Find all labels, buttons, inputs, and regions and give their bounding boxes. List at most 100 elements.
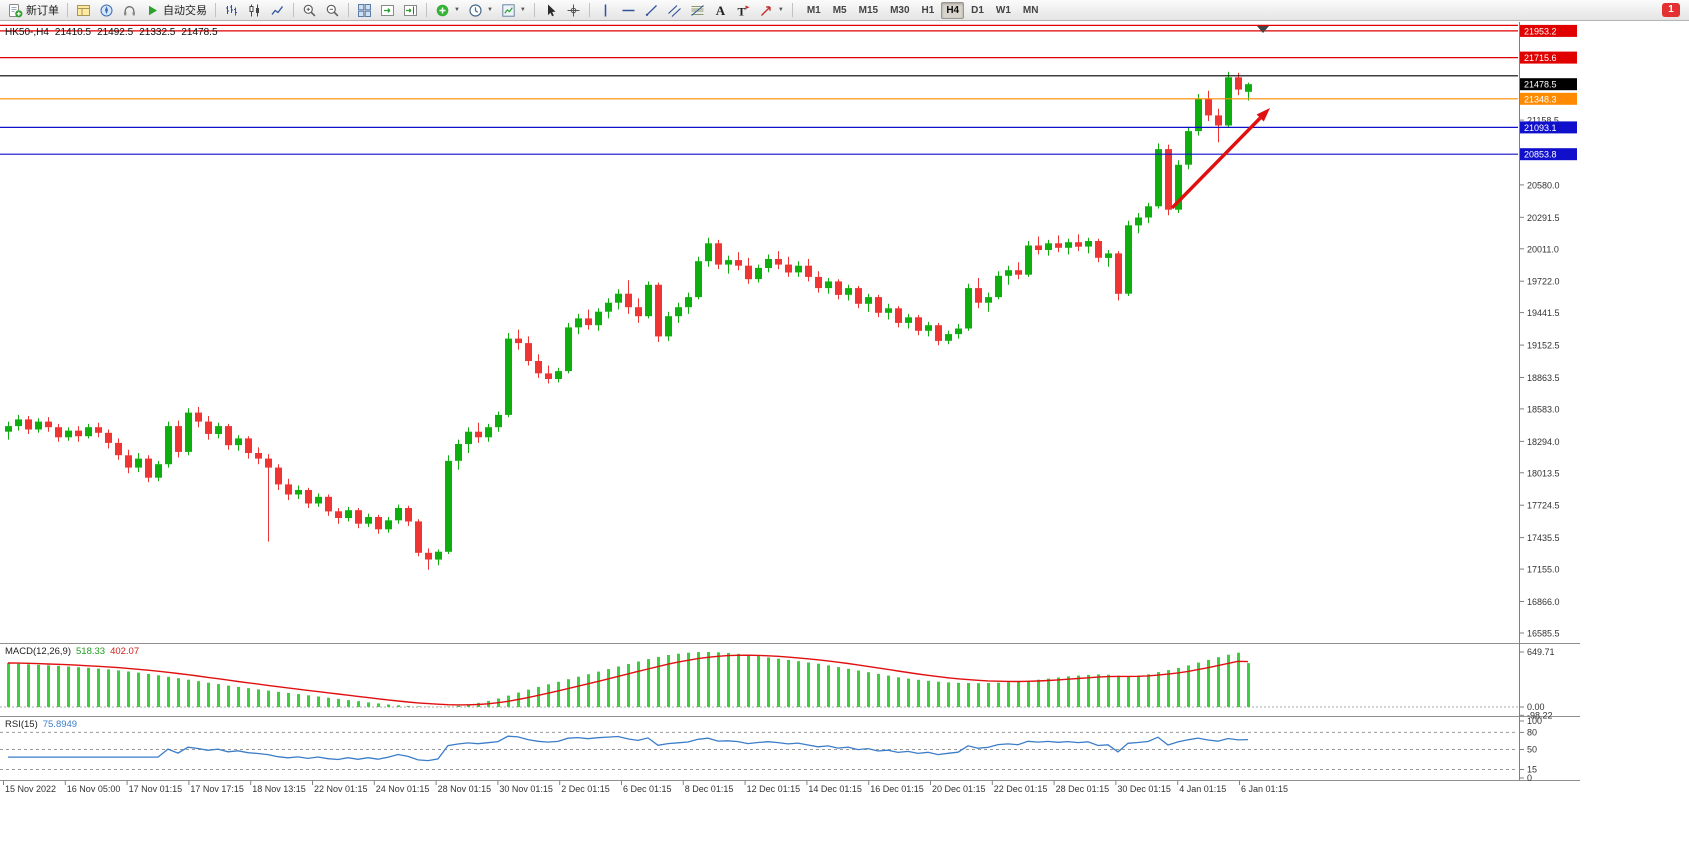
toolbar-separator [348, 3, 349, 17]
market-watch-button[interactable] [72, 0, 95, 20]
channel-button[interactable] [663, 0, 686, 20]
timeframe-H1[interactable]: H1 [921, 4, 935, 16]
notification-badge[interactable]: 1 [1662, 3, 1680, 17]
fibonacci-icon [690, 3, 705, 18]
dropdown-caret-icon: ▼ [454, 7, 460, 13]
trendline-button[interactable] [640, 0, 663, 20]
arrow-icon [759, 3, 774, 18]
timeframe-M5[interactable]: M5 [832, 4, 847, 16]
new-order-button[interactable]: 新订单 [4, 0, 63, 20]
price-tick-label: 19441.5 [1527, 308, 1560, 318]
tile-windows-button[interactable] [353, 0, 376, 20]
rsi-tick-label: 0 [1527, 773, 1532, 783]
fibonacci-button[interactable] [686, 0, 709, 20]
clock-icon [468, 3, 483, 18]
time-tick-label: 17 Nov 17:15 [190, 784, 244, 794]
chat-button[interactable] [118, 0, 141, 20]
rsi-tick-label: 15 [1527, 765, 1537, 775]
bar-chart-icon [224, 3, 239, 18]
time-tick-label: 22 Nov 01:15 [314, 784, 368, 794]
zoom-in-button[interactable] [298, 0, 321, 20]
timeframe-H4[interactable]: H4 [941, 1, 965, 19]
auto-trading-button[interactable]: 自动交易 [141, 0, 211, 20]
line-chart-button[interactable] [266, 0, 289, 20]
time-tick-label: 24 Nov 01:15 [376, 784, 430, 794]
toolbar-separator [791, 3, 793, 17]
price-tick-label: 18294.0 [1527, 437, 1560, 447]
time-axis: 15 Nov 2022 16 Nov 05:00 17 Nov 01:15 17 No… [3, 781, 1288, 794]
time-tick-label: 8 Dec 01:15 [685, 784, 734, 794]
cursor-button[interactable] [539, 0, 562, 20]
time-tick-label: 30 Nov 01:15 [499, 784, 553, 794]
price-label-box [1520, 121, 1577, 134]
timeframe-M15[interactable]: M15 [858, 4, 879, 16]
periods-button[interactable]: ▼ [464, 0, 497, 20]
rsi-label: RSI(15) 75.8949 [5, 719, 77, 730]
timeframe-M30[interactable]: M30 [890, 4, 910, 16]
time-tick-label: 15 Nov 2022 [5, 784, 56, 794]
arrows-button[interactable]: ▼ [755, 0, 788, 20]
price-tick-label: 20291.5 [1527, 213, 1560, 223]
trend-arrow[interactable] [1170, 108, 1270, 210]
horizontal-line-button[interactable] [617, 0, 640, 20]
timeframe-D1[interactable]: D1 [971, 4, 984, 16]
vertical-line-button[interactable] [594, 0, 617, 20]
price-tick-label: 16585.5 [1527, 629, 1560, 639]
tile-windows-icon [357, 3, 372, 18]
rsi-tick-label: 80 [1527, 727, 1537, 737]
svg-text:T: T [737, 4, 745, 18]
navigator-button[interactable] [95, 0, 118, 20]
price-label-text: 21478.5 [1524, 80, 1557, 90]
price-tick-label: 17724.5 [1527, 501, 1560, 511]
timeframe-M1[interactable]: M1 [806, 4, 821, 16]
bar-chart-button[interactable] [220, 0, 243, 20]
price-label-text: 21715.6 [1524, 53, 1557, 63]
candlestick-button[interactable] [243, 0, 266, 20]
zoom-out-icon [325, 3, 340, 18]
timeframe-MN[interactable]: MN [1022, 4, 1039, 16]
rsi-tick-label: 100 [1527, 716, 1542, 726]
panel-separators [0, 22, 1580, 781]
zoom-out-button[interactable] [321, 0, 344, 20]
chart-shift-button[interactable] [399, 0, 422, 20]
time-tick-label: 16 Dec 01:15 [870, 784, 924, 794]
time-tick-label: 22 Dec 01:15 [994, 784, 1048, 794]
new-order-button-label: 新订单 [26, 5, 59, 17]
indicators-button[interactable]: ▼ [431, 0, 464, 20]
text-button[interactable]: A [709, 0, 732, 20]
crosshair-button[interactable] [562, 0, 585, 20]
toolbar-separator [215, 3, 216, 17]
rsi-title: RSI(15) [5, 719, 38, 730]
chart-canvas[interactable]: 21158.520868.520580.020291.520011.019722… [0, 22, 1689, 862]
macd-tick-label: 0.00 [1527, 702, 1545, 712]
price-label-box [1520, 92, 1577, 105]
price-label-text: 21953.2 [1524, 26, 1557, 36]
channel-icon [667, 3, 682, 18]
crosshair-icon [566, 3, 581, 18]
timeframe-W1[interactable]: W1 [995, 4, 1011, 16]
toolbar-separator [426, 3, 427, 17]
time-tick-label: 28 Nov 01:15 [438, 784, 492, 794]
time-tick-label: 12 Dec 01:15 [747, 784, 801, 794]
symbol-period-label: HK50-,H4 [5, 27, 49, 38]
price-axis: 21158.520868.520580.020291.520011.019722… [1519, 24, 1577, 639]
label-button[interactable]: T [732, 0, 755, 20]
toolbar-separator [588, 3, 590, 17]
low-value: 21332.5 [139, 27, 176, 38]
templates-button[interactable]: ▼ [497, 0, 530, 20]
new-order-icon [8, 3, 23, 18]
price-label-text: 21348.3 [1524, 94, 1557, 104]
macd-label: MACD(12,26,9) 518.33 402.07 [5, 646, 139, 657]
chart-shift-icon [403, 3, 418, 18]
price-tick-label: 17155.0 [1527, 565, 1560, 575]
time-tick-label: 28 Dec 01:15 [1056, 784, 1110, 794]
time-tick-label: 18 Nov 13:15 [252, 784, 306, 794]
chart-shift-marker[interactable] [1257, 26, 1269, 33]
template-icon [501, 3, 516, 18]
dropdown-caret-icon: ▼ [777, 7, 784, 13]
auto-scroll-button[interactable] [376, 0, 399, 20]
macd-main-value: 518.33 [76, 646, 106, 657]
time-tick-label: 6 Jan 01:15 [1241, 784, 1288, 794]
horizontal-lines[interactable] [0, 24, 1518, 155]
